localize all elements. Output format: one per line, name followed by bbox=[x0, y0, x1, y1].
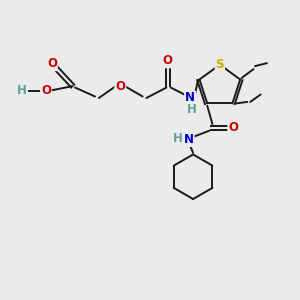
Text: N: N bbox=[184, 133, 194, 146]
Text: O: O bbox=[41, 84, 51, 97]
Text: H: H bbox=[173, 132, 183, 145]
Text: H: H bbox=[187, 103, 196, 116]
Text: S: S bbox=[216, 58, 224, 71]
Text: O: O bbox=[163, 54, 173, 67]
Text: N: N bbox=[185, 92, 195, 104]
Text: O: O bbox=[228, 121, 238, 134]
Text: O: O bbox=[47, 57, 57, 70]
Text: O: O bbox=[115, 80, 125, 93]
Text: H: H bbox=[17, 84, 27, 97]
